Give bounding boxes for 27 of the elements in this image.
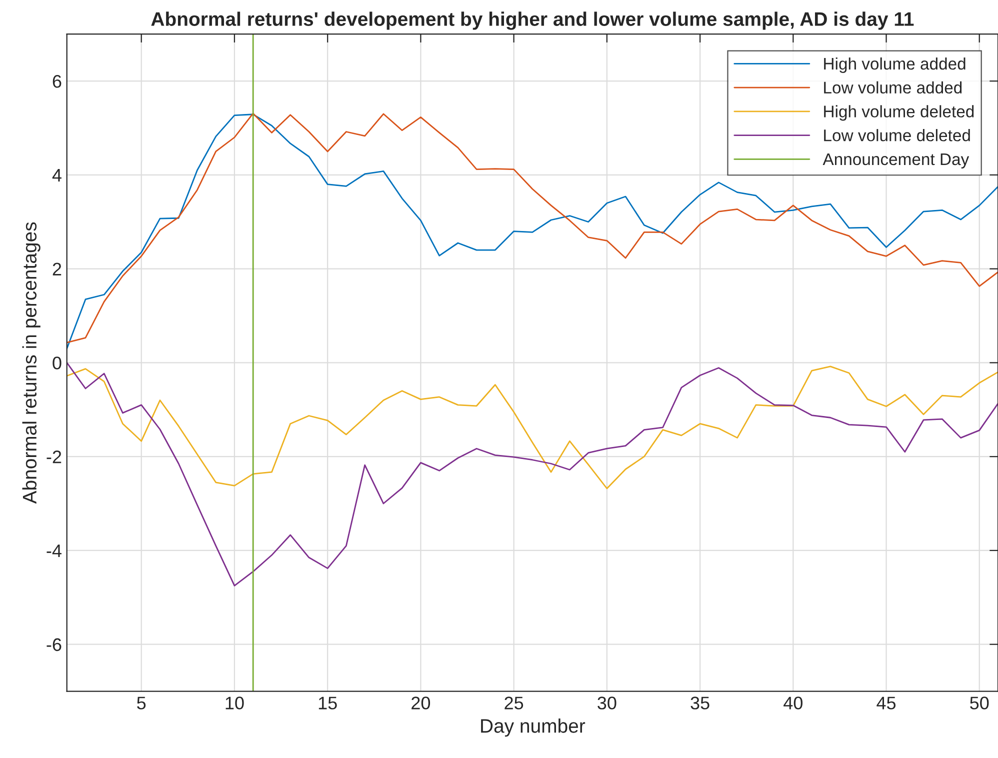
legend-label: Low volume deleted bbox=[824, 129, 970, 142]
legend-label: Low volume added bbox=[824, 81, 962, 94]
chart-title: Abnormal returns' developement by higher and lower volume sample, AD is day 11 bbox=[151, 12, 914, 30]
x-tick-label: 5 bbox=[137, 696, 146, 710]
y-tick-label: -6 bbox=[46, 638, 62, 652]
y-tick-label: 2 bbox=[52, 262, 62, 276]
x-tick-label: 25 bbox=[504, 696, 524, 710]
y-tick-label: -2 bbox=[46, 450, 62, 464]
legend-label: Announcement Day bbox=[822, 154, 970, 168]
line-series bbox=[66, 366, 998, 490]
x-tick-label: 30 bbox=[598, 696, 616, 710]
x-axis-title: Day number bbox=[481, 718, 586, 737]
x-tick-label: 45 bbox=[876, 696, 896, 710]
y-tick-label: -4 bbox=[46, 544, 62, 558]
y-tick-label: 0 bbox=[52, 356, 62, 370]
x-tick-label: 50 bbox=[970, 696, 989, 710]
x-tick-label: 15 bbox=[318, 696, 337, 710]
x-tick-label: 40 bbox=[784, 696, 802, 710]
line-series bbox=[66, 362, 998, 586]
legend-label: High volume added bbox=[824, 57, 966, 73]
legend-label: High volume deleted bbox=[824, 105, 974, 121]
x-tick-label: 20 bbox=[412, 696, 430, 710]
y-axis-title: Abnormal returns in percentages bbox=[22, 222, 40, 504]
x-tick-label: 10 bbox=[226, 696, 244, 710]
y-tick-label: 4 bbox=[52, 169, 62, 182]
x-tick-label: 35 bbox=[690, 696, 710, 710]
y-tick-label: 6 bbox=[52, 74, 62, 88]
